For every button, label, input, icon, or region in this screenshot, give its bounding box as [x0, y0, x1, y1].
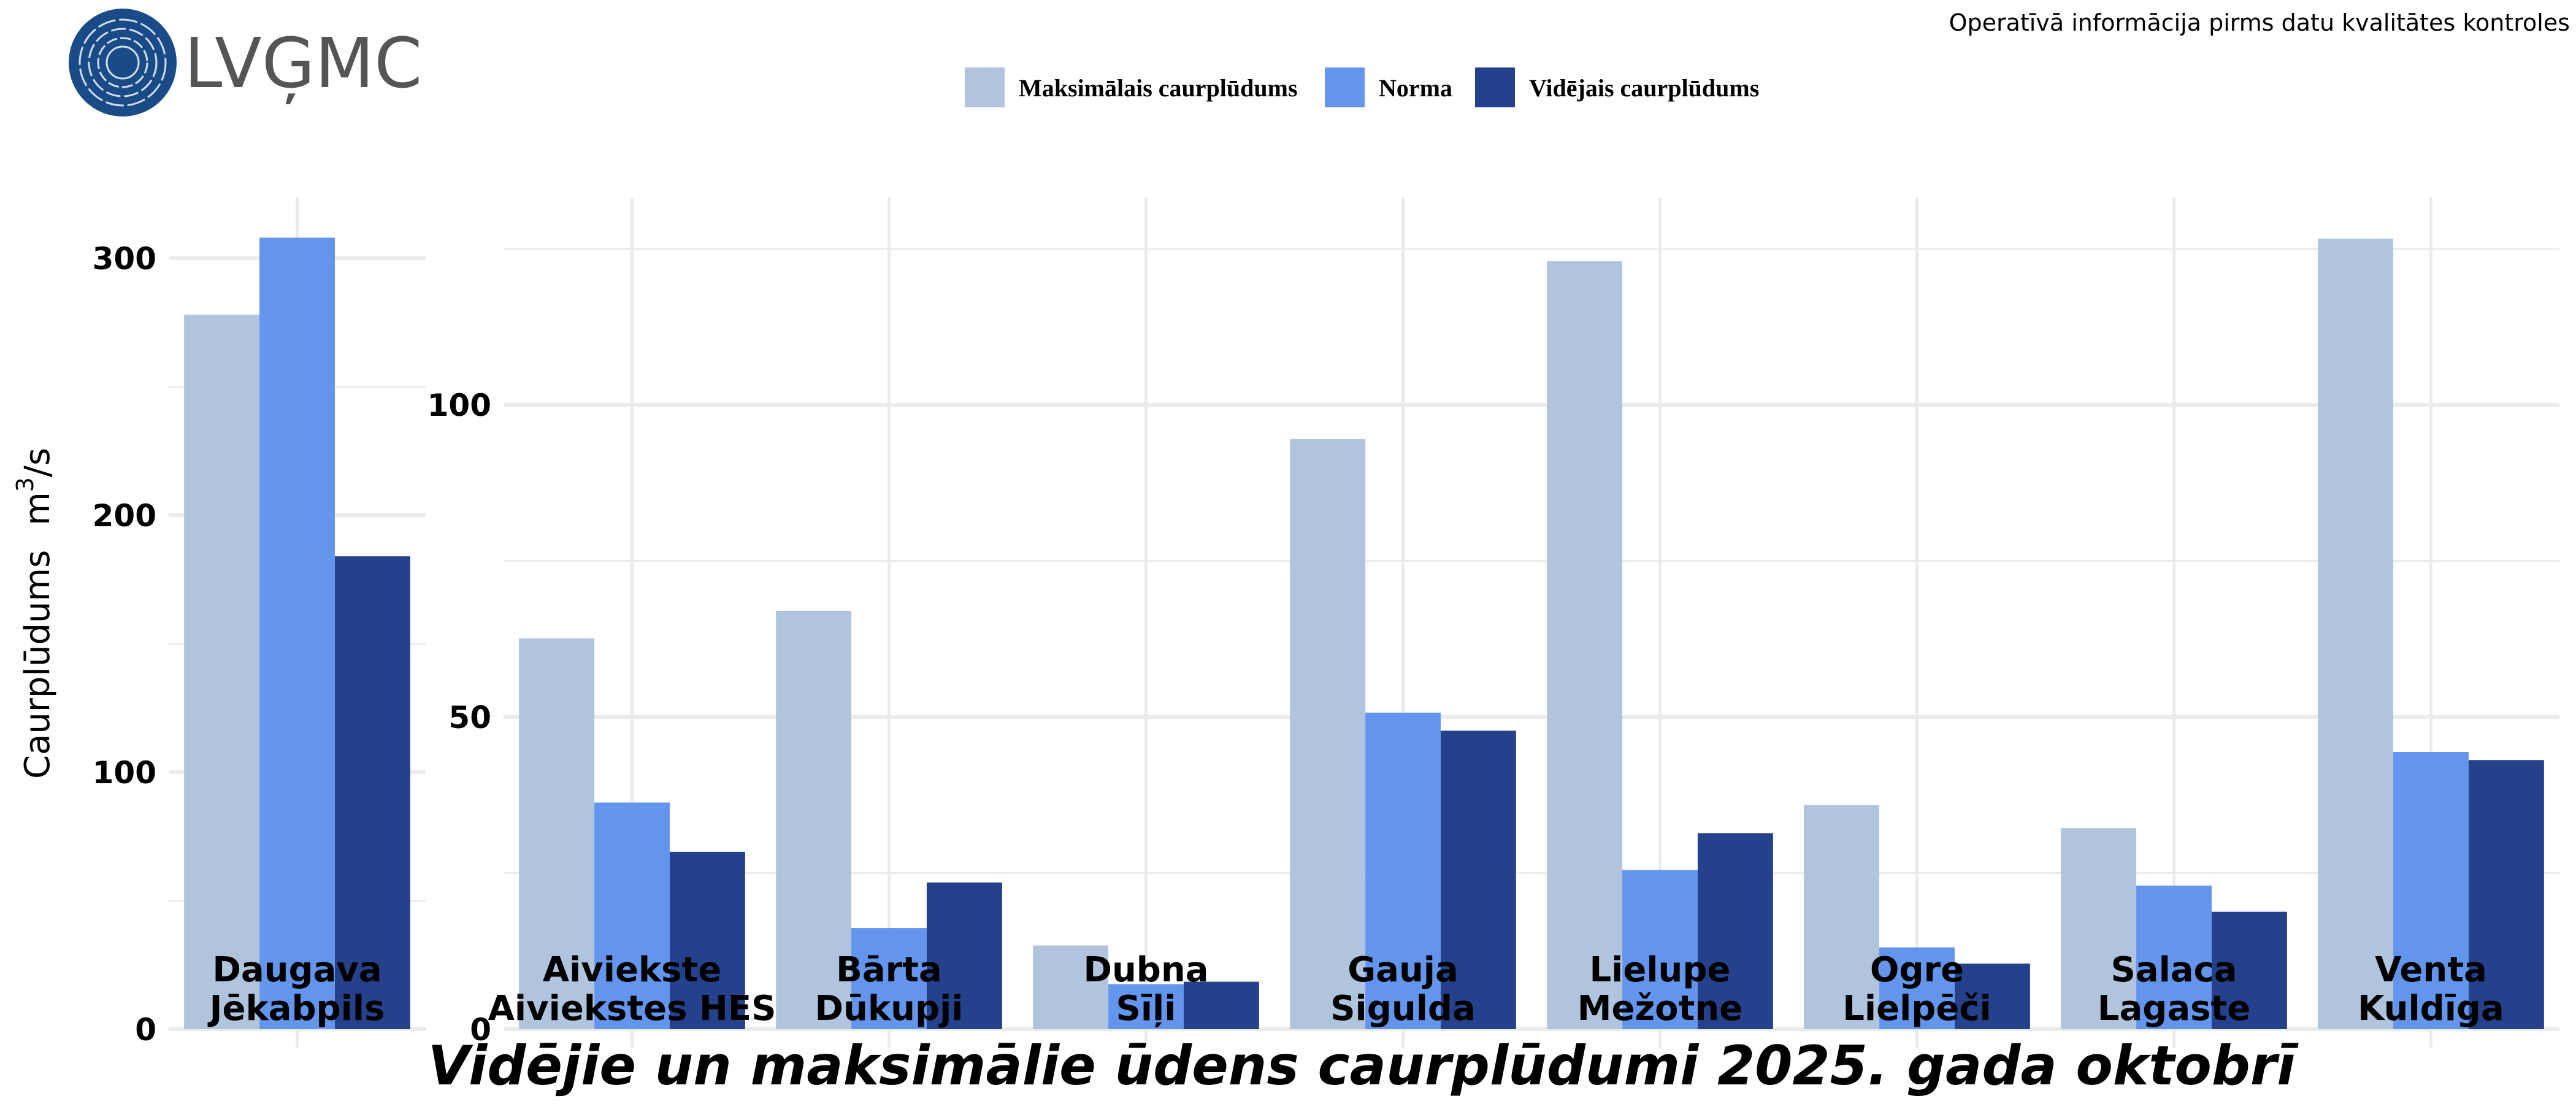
y-tick-label: 50 [448, 700, 491, 735]
y-axis-unit-base: m [18, 492, 58, 526]
y-tick-label: 200 [93, 498, 156, 534]
legend-label: Vidējais caurplūdums [1529, 74, 1759, 102]
x-tick-label: Salaca [2110, 950, 2237, 990]
y-axis-title: Caurplūdums m3/s [12, 448, 58, 779]
bar-norma [2136, 885, 2212, 1029]
logo-text: LVĢMC [184, 24, 422, 104]
x-tick-label: Dūkupji [815, 989, 964, 1029]
y-tick-label: 100 [427, 388, 491, 423]
bar-mean [1697, 833, 1773, 1029]
x-tick-label: Jēkabpils [207, 989, 385, 1029]
legend-label: Maksimālais caurplūdums [1019, 74, 1298, 102]
y-axis-unit-rest: /s [18, 448, 58, 477]
bar-max [2318, 239, 2394, 1029]
bar-max [519, 638, 595, 1029]
y-tick-label: 0 [135, 1012, 156, 1048]
bar-max [1547, 261, 1623, 1029]
bar-mean [2211, 911, 2287, 1029]
bar-max [1033, 945, 1109, 1029]
logo: LVĢMC [69, 9, 422, 117]
x-tick-label: Lagaste [2098, 989, 2250, 1029]
y-tick-label: 300 [93, 241, 156, 277]
x-tick-label: Dubna [1083, 950, 1208, 990]
y-tick-label: 0 [470, 1012, 491, 1048]
bar-norma [851, 928, 927, 1029]
x-tick-label: Lielpēči [1842, 989, 1991, 1029]
bar-max [1290, 439, 1366, 1029]
bar-mean [926, 882, 1002, 1029]
bar-norma [1365, 712, 1441, 1029]
legend-swatch [1475, 67, 1515, 107]
x-tick-label: Ogre [1870, 950, 1964, 990]
bar-mean [669, 851, 745, 1029]
x-tick-label: Daugava [212, 950, 381, 990]
legend-swatch [965, 67, 1005, 107]
x-tick-label: Aiviekste [543, 950, 722, 990]
legend-label: Norma [1379, 74, 1452, 102]
bar-mean [334, 556, 410, 1029]
chart-title: Vidējie un maksimālie ūdens caurplūdumi … [428, 1034, 2299, 1097]
x-tick-label: Kuldīga [2358, 989, 2504, 1029]
bar-norma [594, 802, 670, 1029]
bar-max [184, 315, 260, 1030]
logo-emblem-icon [69, 9, 177, 117]
bar-mean [1440, 730, 1516, 1029]
svg-text:Caurplūdumsm3/s: Caurplūdums m3/s [12, 448, 58, 779]
bar-mean [2468, 760, 2544, 1029]
x-tick-label: Gauja [1347, 950, 1459, 990]
x-tick-label: Aiviekstes HES [488, 989, 776, 1029]
bar-norma [1622, 870, 1698, 1029]
bar-norma [2393, 752, 2469, 1029]
header-note: Operatīvā informācija pirms datu kvalitā… [1949, 9, 2570, 36]
bar-norma [1879, 947, 1955, 1029]
legend: Maksimālais caurplūdums Norma Vidējais cau… [965, 67, 1759, 107]
y-axis-unit-sup: 3 [12, 477, 39, 492]
bar-max [776, 610, 852, 1029]
x-tick-label: Lielupe [1590, 950, 1731, 990]
y-axis-label: Caurplūdums [18, 550, 58, 779]
y-tick-label: 100 [93, 755, 156, 791]
legend-swatch [1325, 67, 1365, 107]
bar-max [2061, 828, 2137, 1029]
bar-mean [1954, 964, 2030, 1029]
x-tick-label: Bārta [836, 950, 942, 990]
logo-rings-icon [79, 18, 167, 107]
bar-mean [1183, 981, 1259, 1029]
bar-max [1804, 805, 1880, 1029]
x-tick-label: Venta [2375, 950, 2487, 990]
x-tick-label: Sigulda [1330, 989, 1476, 1029]
bar-norma [259, 237, 335, 1030]
x-tick-label: Sīļi [1116, 989, 1176, 1029]
bar-norma [1108, 984, 1184, 1029]
x-tick-label: Mežotne [1577, 989, 1742, 1029]
